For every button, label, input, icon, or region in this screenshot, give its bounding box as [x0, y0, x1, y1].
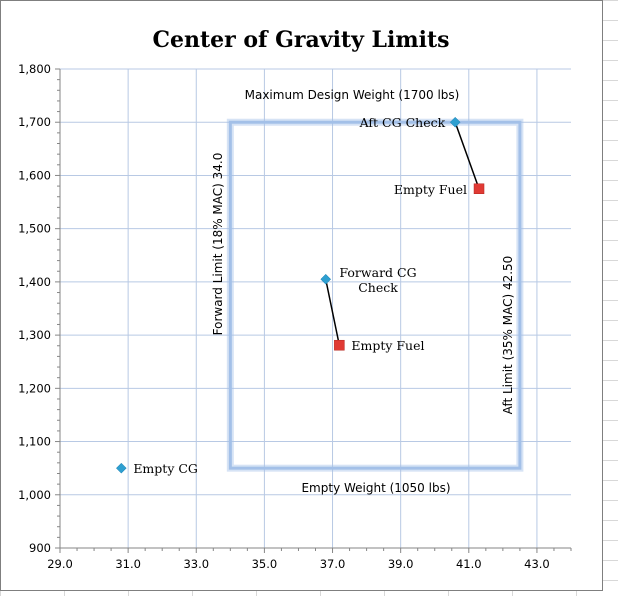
y-tick-label: 1,200 [18, 381, 51, 395]
aft-empty-fuel-marker[interactable] [473, 183, 485, 194]
x-tick-label: 35.0 [252, 557, 278, 571]
y-tick-label: 1,500 [18, 222, 51, 236]
chart-title: Center of Gravity Limits [152, 27, 449, 53]
forward-cg-check-marker[interactable] [320, 273, 332, 285]
y-tick-label: 1,300 [18, 328, 51, 342]
forward-empty-fuel-marker[interactable] [334, 339, 345, 351]
cg-envelope [226, 118, 524, 472]
chart-svg: Center of Gravity Limits 900 1,000 1,100 1,2… [18, 27, 572, 571]
cg-shift-line [454, 121, 480, 190]
x-tick-label: 39.0 [388, 557, 414, 571]
envelope-left-label: Forward Limit (18% MAC) 34.0 [211, 153, 225, 336]
x-tick-label: 33.0 [183, 557, 209, 571]
x-tick-label: 29.0 [47, 557, 73, 571]
aft-cg-check-marker[interactable] [449, 116, 461, 128]
envelope-border [228, 120, 522, 470]
y-tick-label: 1,700 [18, 115, 51, 129]
x-tick-label: 41.0 [456, 557, 482, 571]
y-tick-label: 1,600 [18, 168, 51, 182]
envelope-right-label: Aft Limit (35% MAC) 42.50 [501, 256, 515, 415]
x-tick-label: 43.0 [524, 557, 550, 571]
envelope-glow [226, 118, 524, 472]
chart-area[interactable]: Center of Gravity Limits 900 1,000 1,100 1,2… [0, 0, 603, 591]
aft-cg-check-label: Aft CG Check [359, 115, 446, 130]
aft-empty-fuel-label: Empty Fuel [394, 182, 467, 197]
empty-cg-label: Empty CG [133, 461, 198, 476]
cg-shift-line [324, 279, 341, 346]
y-tick-label: 1,000 [18, 488, 51, 502]
y-tick-label: 1,100 [18, 435, 51, 449]
empty-cg-marker[interactable] [115, 462, 127, 474]
x-tick-label: 31.0 [115, 557, 141, 571]
forward-cg-check-label-line2: Check [358, 280, 398, 295]
envelope-top-label: Maximum Design Weight (1700 lbs) [245, 88, 460, 102]
y-tick-label: 900 [29, 541, 51, 555]
x-tick-label: 37.0 [320, 557, 346, 571]
envelope-bottom-label: Empty Weight (1050 lbs) [301, 481, 450, 495]
forward-cg-check-label-line1: Forward CG [339, 265, 416, 280]
y-tick-label: 1,800 [18, 62, 51, 76]
forward-empty-fuel-label: Empty Fuel [351, 338, 424, 353]
y-tick-label: 1,400 [18, 275, 51, 289]
